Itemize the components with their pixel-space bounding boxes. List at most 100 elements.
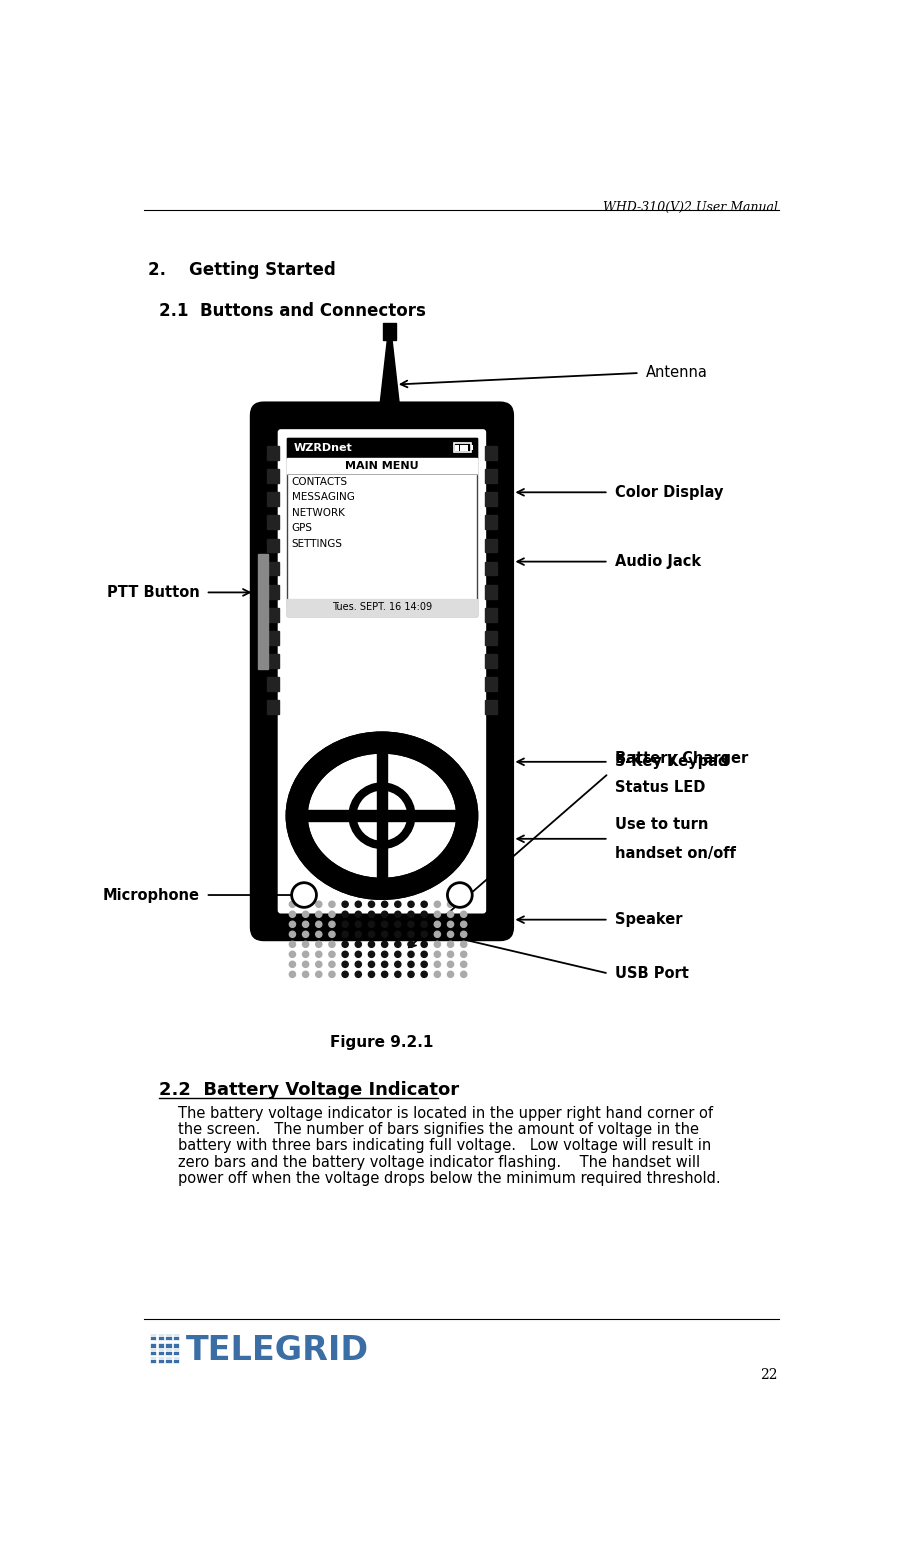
Text: USB Port: USB Port xyxy=(614,966,688,982)
Circle shape xyxy=(448,911,453,917)
Bar xyxy=(267,538,279,552)
Bar xyxy=(485,630,497,644)
Circle shape xyxy=(460,971,467,977)
Polygon shape xyxy=(287,458,477,474)
Bar xyxy=(158,1334,164,1341)
Bar xyxy=(158,1342,164,1348)
Bar xyxy=(465,445,469,450)
Circle shape xyxy=(355,911,361,917)
Circle shape xyxy=(289,941,296,947)
Circle shape xyxy=(381,941,387,947)
Circle shape xyxy=(303,922,309,927)
Circle shape xyxy=(329,922,335,927)
Circle shape xyxy=(355,961,361,967)
Circle shape xyxy=(381,902,387,908)
Circle shape xyxy=(303,961,309,967)
Circle shape xyxy=(434,941,441,947)
Circle shape xyxy=(315,971,322,977)
Circle shape xyxy=(355,952,361,958)
Bar xyxy=(453,444,470,452)
Bar xyxy=(258,554,268,670)
Circle shape xyxy=(448,941,453,947)
Circle shape xyxy=(460,931,467,938)
Circle shape xyxy=(329,961,335,967)
Circle shape xyxy=(421,952,427,958)
Circle shape xyxy=(355,922,361,927)
Bar xyxy=(150,1356,156,1363)
Circle shape xyxy=(352,787,412,845)
Circle shape xyxy=(395,961,401,967)
Bar xyxy=(150,1334,156,1341)
Circle shape xyxy=(329,911,335,917)
Text: Figure 9.2.1: Figure 9.2.1 xyxy=(331,1035,433,1051)
Bar xyxy=(267,654,279,668)
Circle shape xyxy=(315,961,322,967)
Bar xyxy=(287,439,477,616)
Circle shape xyxy=(395,952,401,958)
Circle shape xyxy=(329,971,335,977)
Circle shape xyxy=(376,809,388,822)
Polygon shape xyxy=(377,743,387,889)
Circle shape xyxy=(434,971,441,977)
Circle shape xyxy=(342,961,348,967)
Polygon shape xyxy=(378,340,401,416)
Polygon shape xyxy=(287,439,477,458)
Text: PTT Button: PTT Button xyxy=(106,585,199,601)
Text: TELEGRID: TELEGRID xyxy=(186,1334,369,1367)
Bar xyxy=(485,447,497,459)
Circle shape xyxy=(369,902,375,908)
Text: GPS: GPS xyxy=(292,524,313,533)
Bar xyxy=(150,1342,156,1348)
Circle shape xyxy=(289,952,296,958)
Bar xyxy=(267,701,279,713)
Bar xyxy=(455,445,459,450)
Bar xyxy=(267,516,279,530)
Circle shape xyxy=(460,941,467,947)
Circle shape xyxy=(303,931,309,938)
Text: Speaker: Speaker xyxy=(614,913,682,927)
Circle shape xyxy=(460,902,467,908)
Circle shape xyxy=(448,952,453,958)
Circle shape xyxy=(289,961,296,967)
Bar xyxy=(150,1350,156,1355)
Circle shape xyxy=(395,902,401,908)
Circle shape xyxy=(434,902,441,908)
Circle shape xyxy=(381,911,387,917)
Bar xyxy=(165,1356,171,1363)
Circle shape xyxy=(303,911,309,917)
Bar xyxy=(267,608,279,621)
Circle shape xyxy=(355,941,361,947)
Circle shape xyxy=(369,922,375,927)
Circle shape xyxy=(355,931,361,938)
Circle shape xyxy=(342,922,348,927)
Text: 22: 22 xyxy=(760,1367,778,1381)
Circle shape xyxy=(342,941,348,947)
Bar xyxy=(158,1356,164,1363)
Polygon shape xyxy=(287,599,477,616)
Circle shape xyxy=(448,883,472,908)
Circle shape xyxy=(460,911,467,917)
Circle shape xyxy=(329,902,335,908)
Circle shape xyxy=(289,922,296,927)
Bar xyxy=(267,469,279,483)
Ellipse shape xyxy=(296,743,468,889)
Circle shape xyxy=(408,922,414,927)
Bar xyxy=(267,447,279,459)
Circle shape xyxy=(342,902,348,908)
Bar xyxy=(485,538,497,552)
Text: 5-Key Keypad: 5-Key Keypad xyxy=(614,754,728,770)
Circle shape xyxy=(395,911,401,917)
Circle shape xyxy=(421,971,427,977)
Circle shape xyxy=(315,941,322,947)
Circle shape xyxy=(408,961,414,967)
Bar xyxy=(485,608,497,621)
Circle shape xyxy=(315,911,322,917)
Text: CONTACTS: CONTACTS xyxy=(292,477,348,488)
Text: SETTINGS: SETTINGS xyxy=(292,538,342,549)
Bar xyxy=(173,1334,179,1341)
Circle shape xyxy=(315,922,322,927)
Circle shape xyxy=(421,922,427,927)
Text: power off when the voltage drops below the minimum required threshold.: power off when the voltage drops below t… xyxy=(178,1171,721,1185)
Text: MAIN MENU: MAIN MENU xyxy=(345,461,419,470)
Bar xyxy=(485,492,497,506)
